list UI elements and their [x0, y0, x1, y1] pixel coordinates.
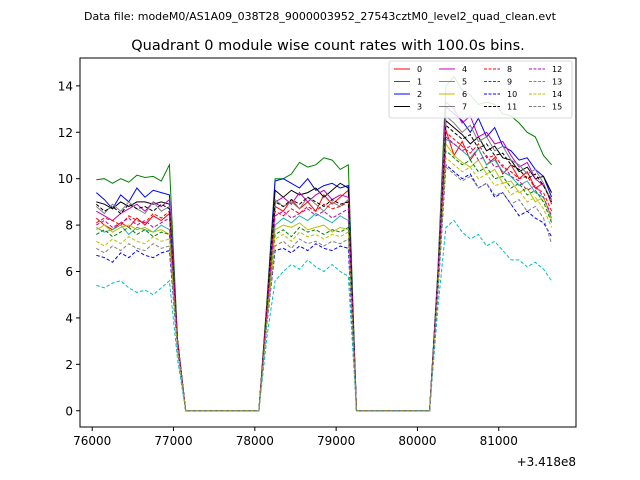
legend-label-10: 10	[507, 90, 517, 99]
y-tick-label: 6	[65, 265, 73, 279]
series-line-5	[96, 138, 553, 412]
legend-label-2: 2	[417, 90, 422, 99]
y-tick-label: 0	[65, 404, 73, 418]
legend-label-6: 6	[462, 90, 467, 99]
series-layer	[95, 75, 553, 412]
legend-label-12: 12	[552, 65, 562, 74]
legend-label-3: 3	[417, 103, 422, 112]
legend-label-4: 4	[462, 65, 467, 74]
x-offset-label: +3.418e8	[517, 455, 576, 469]
x-tick-label: 78000	[236, 434, 274, 448]
x-tick-label: 77000	[154, 434, 192, 448]
series-line-13	[96, 219, 553, 412]
y-tick-label: 2	[65, 358, 73, 372]
y-tick-label: 14	[58, 79, 73, 93]
legend-label-7: 7	[462, 103, 467, 112]
legend-label-11: 11	[507, 103, 517, 112]
series-line-3	[96, 119, 553, 412]
legend-label-14: 14	[552, 90, 562, 99]
legend-label-13: 13	[552, 78, 562, 87]
series-line-12	[96, 135, 553, 412]
legend-frame	[388, 60, 573, 119]
y-tick-label: 4	[65, 311, 73, 325]
series-line-1	[96, 75, 552, 412]
series-line-7	[95, 114, 553, 412]
legend-label-9: 9	[507, 78, 512, 87]
series-line-9	[96, 149, 553, 412]
series-line-10	[96, 163, 553, 412]
legend-label-0: 0	[417, 65, 422, 74]
x-tick-label: 76000	[73, 434, 111, 448]
chart-suptitle: Data file: modeM0/AS1A09_038T28_90000039…	[84, 10, 557, 23]
x-tick-label: 79000	[317, 434, 355, 448]
series-line-8	[96, 131, 553, 412]
x-tick-label: 81000	[480, 434, 518, 448]
legend-label-8: 8	[507, 65, 512, 74]
series-line-15	[96, 166, 553, 412]
legend-label-5: 5	[462, 78, 467, 87]
y-tick-label: 8	[65, 219, 73, 233]
legend-label-15: 15	[552, 103, 562, 112]
y-tick-label: 10	[58, 172, 73, 186]
x-axis: 76000 77000 78000 79000 80000 81000	[73, 427, 518, 448]
legend-label-1: 1	[417, 78, 422, 87]
y-tick-label: 12	[58, 126, 73, 140]
series-line-4	[96, 101, 553, 412]
plot-frame	[79, 57, 577, 428]
series-line-0	[95, 129, 553, 412]
y-axis: 0 2 4 6 8 10 12 14	[58, 79, 80, 418]
chart-title: Quadrant 0 module wise count rates with …	[131, 38, 525, 54]
series-line-6	[96, 142, 553, 412]
x-tick-label: 80000	[398, 434, 436, 448]
